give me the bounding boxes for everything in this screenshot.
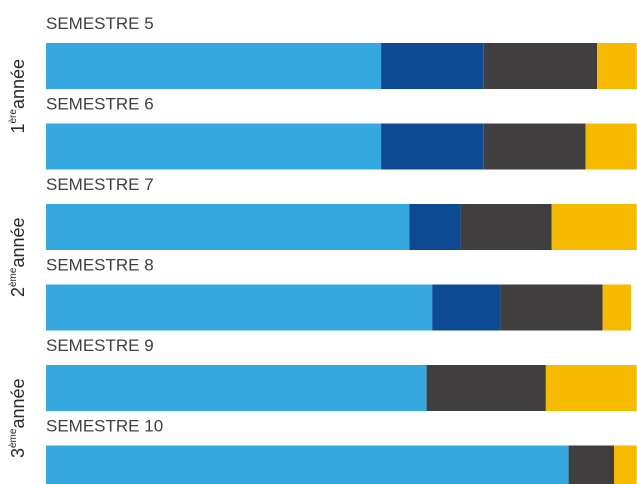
year-superscript: ère xyxy=(8,109,19,124)
segment-yellow xyxy=(602,284,631,331)
segment-dark-gray xyxy=(483,123,586,170)
semester-label: SEMESTRE 10 xyxy=(46,417,163,436)
segment-dark-gray xyxy=(483,43,597,89)
year-label: 1èreannée xyxy=(8,59,28,134)
segment-dark-gray xyxy=(568,445,614,484)
segment-blue xyxy=(46,43,382,89)
segment-dark-gray xyxy=(426,365,546,411)
segment-yellow xyxy=(614,445,637,484)
segment-blue xyxy=(46,123,382,170)
semester-label: SEMESTRE 8 xyxy=(46,256,154,275)
year-superscript: ème xyxy=(8,428,19,448)
year-number: 2 xyxy=(8,287,28,297)
year-number: 1 xyxy=(8,124,28,134)
segment-blue xyxy=(46,445,569,484)
segment-dark-blue xyxy=(381,43,484,89)
stacked-bar xyxy=(46,123,637,170)
year-group: SEMESTRE 5 SEMESTRE 6 1èreannée xyxy=(8,14,637,170)
year-superscript: ème xyxy=(8,267,19,287)
segment-yellow xyxy=(545,365,637,411)
segment-blue xyxy=(46,204,410,250)
stacked-bar xyxy=(46,365,637,411)
year-word: année xyxy=(8,378,28,428)
segment-dark-gray xyxy=(460,204,552,250)
stacked-bar xyxy=(46,445,637,484)
semester-label: SEMESTRE 9 xyxy=(46,336,154,355)
year-number: 3 xyxy=(8,448,28,458)
year-word: année xyxy=(8,59,28,109)
segment-dark-blue xyxy=(409,204,461,250)
segment-blue xyxy=(46,284,433,331)
year-label: 3èmeannée xyxy=(8,378,28,458)
semester-label: SEMESTRE 5 xyxy=(46,14,154,33)
segment-dark-blue xyxy=(381,123,484,170)
year-group: SEMESTRE 7 SEMESTRE 8 2èmeannée xyxy=(8,175,637,331)
semester-label: SEMESTRE 7 xyxy=(46,175,154,194)
year-word: année xyxy=(8,217,28,267)
segment-dark-gray xyxy=(500,284,603,331)
stacked-bar xyxy=(46,43,637,89)
year-group: SEMESTRE 9 SEMESTRE 10 3èmeannée xyxy=(8,336,637,484)
stacked-bar xyxy=(46,204,637,250)
year-label: 2èmeannée xyxy=(8,217,28,297)
segment-blue xyxy=(46,365,427,411)
segment-dark-blue xyxy=(432,284,501,331)
segment-yellow xyxy=(585,123,637,170)
segment-yellow xyxy=(597,43,637,89)
semester-label: SEMESTRE 6 xyxy=(46,95,154,114)
stacked-bar xyxy=(46,284,631,331)
segment-yellow xyxy=(551,204,637,250)
